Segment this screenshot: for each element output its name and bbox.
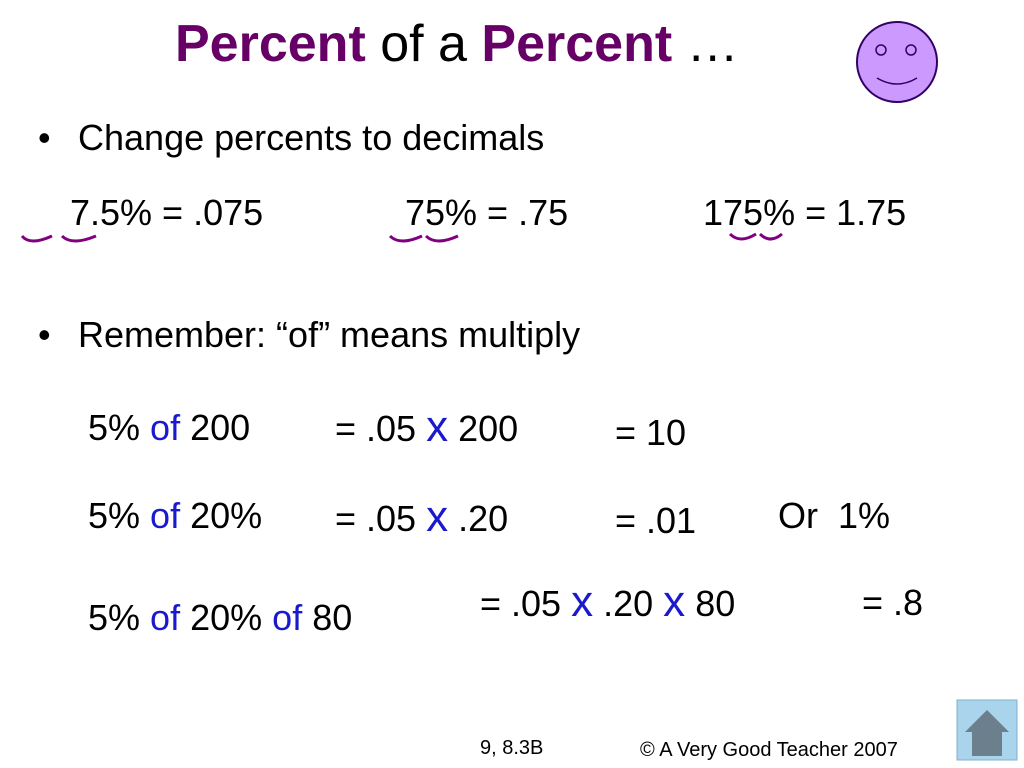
copyright: © A Very Good Teacher 2007 [640, 739, 898, 761]
home-icon [965, 710, 1009, 756]
smiley-mouth [876, 77, 918, 85]
expression: 5% of 20% of 80 [88, 597, 353, 638]
expression: 5% of 200 [88, 407, 251, 448]
result: = .8 [862, 582, 924, 623]
smiley [856, 21, 938, 103]
decimal: 175% = 1.75 [703, 192, 907, 233]
expression: = .05 x .20 x 80 [480, 577, 736, 626]
decimal: 7.5% = .075 [70, 192, 264, 233]
expression: = .05 x .20 [335, 492, 509, 541]
smiley-eye [905, 44, 917, 56]
page-number: 9, 8.3B [480, 737, 544, 759]
bullet: • [38, 314, 51, 355]
shift-arrows [20, 232, 783, 243]
expression: 5% of 20% [88, 495, 263, 536]
expression: = .05 x 200 [335, 402, 519, 451]
decimal: 75% = .75 [405, 192, 569, 233]
bullet: • [38, 117, 51, 158]
smiley-eye [875, 44, 887, 56]
title: Percent of a Percent … [175, 15, 739, 73]
result: = .01 [615, 500, 697, 541]
bullet-text: Change percents to decimals [78, 117, 545, 158]
bullet-text: Remember: “of” means multiply [78, 314, 581, 355]
alt-result: Or 1% [778, 495, 891, 536]
result: = 10 [615, 412, 687, 453]
